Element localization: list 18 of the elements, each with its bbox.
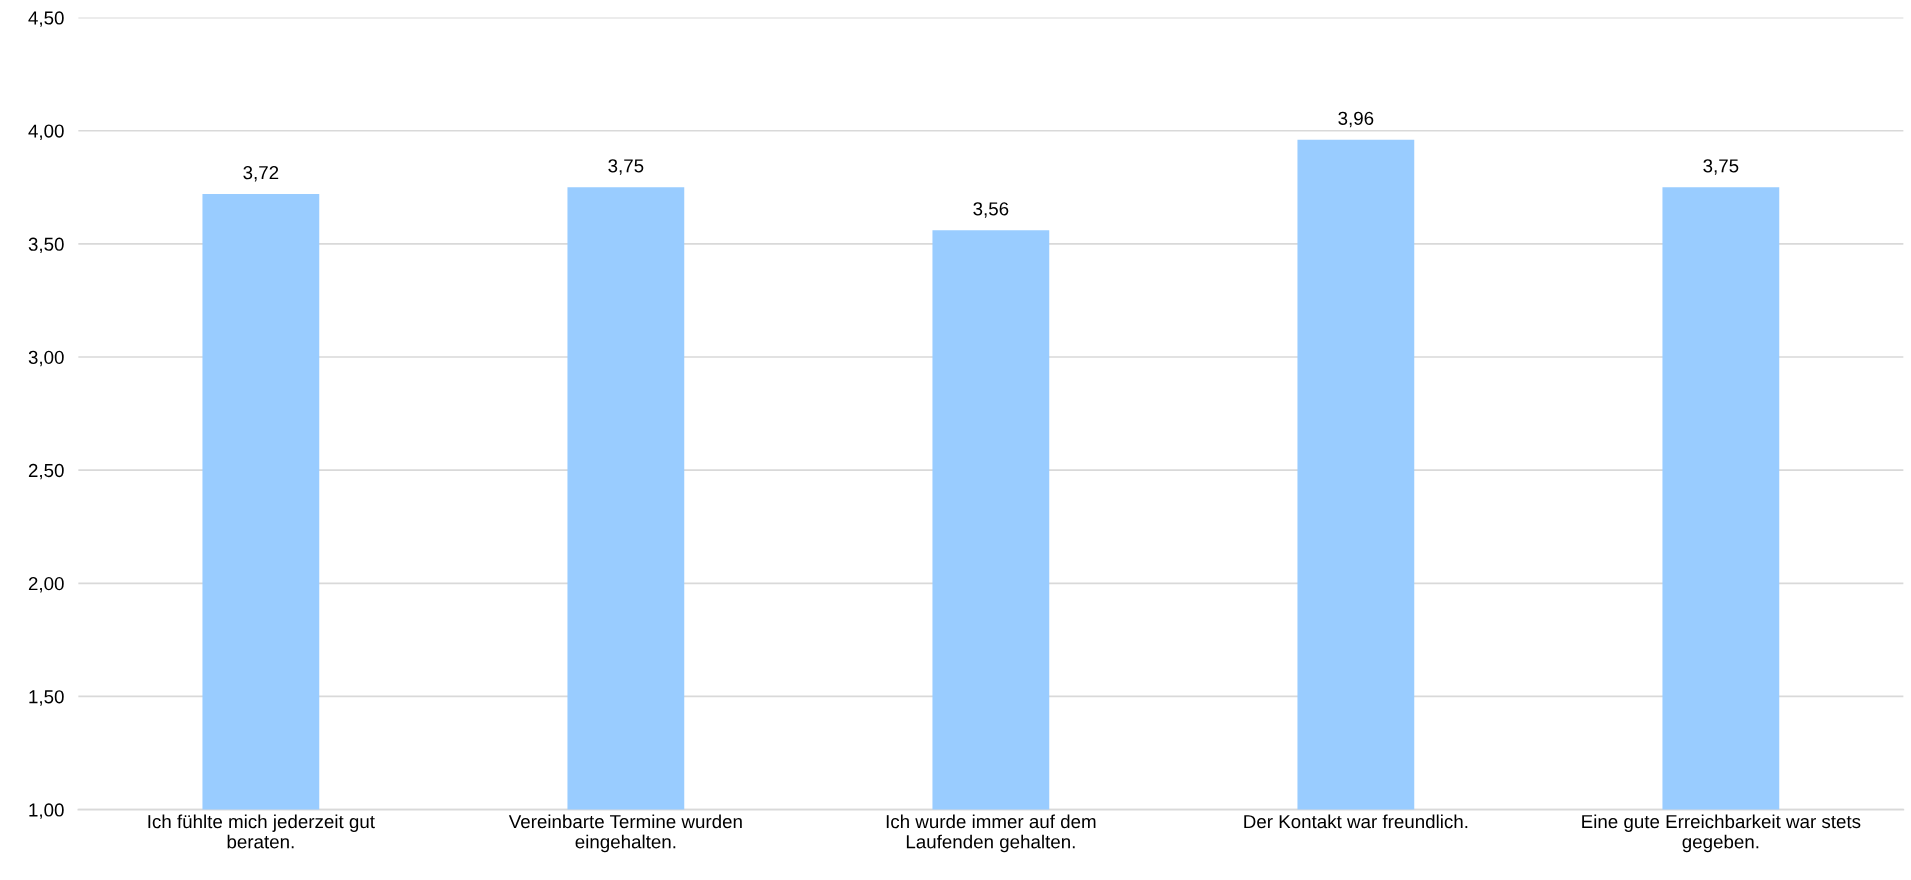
data-label: 3,75	[608, 159, 644, 175]
y-tick-label: 4,50	[28, 11, 64, 27]
x-tick-label: Vereinbarte Termine wurden eingehalten.	[508, 814, 742, 853]
y-tick-label: 2,00	[28, 577, 64, 593]
x-tick-label: Ich fühlte mich jederzeit gut beraten.	[148, 814, 375, 849]
data-label: 3,72	[243, 166, 279, 182]
x-tick-label: Eine gute Erreichbarkeit war stets gegeben.	[1582, 814, 1861, 853]
y-tick-label: 1,50	[29, 690, 64, 706]
data-label: 3,96	[1338, 111, 1374, 128]
x-tick-label: Der Kontakt war freundlich.	[1244, 814, 1468, 829]
data-label: 3,75	[1703, 159, 1739, 175]
y-tick-label: 1,00	[29, 803, 64, 819]
y-tick-label: 2,50	[28, 463, 64, 480]
y-tick-label: 4,00	[28, 124, 64, 140]
data-label: 3,56	[973, 202, 1009, 218]
x-tick-label: Ich wurde immer auf dem Laufenden gehalten.	[886, 814, 1096, 853]
y-tick-label: 3,00	[28, 350, 64, 367]
y-tick-label: 3,50	[28, 237, 64, 254]
